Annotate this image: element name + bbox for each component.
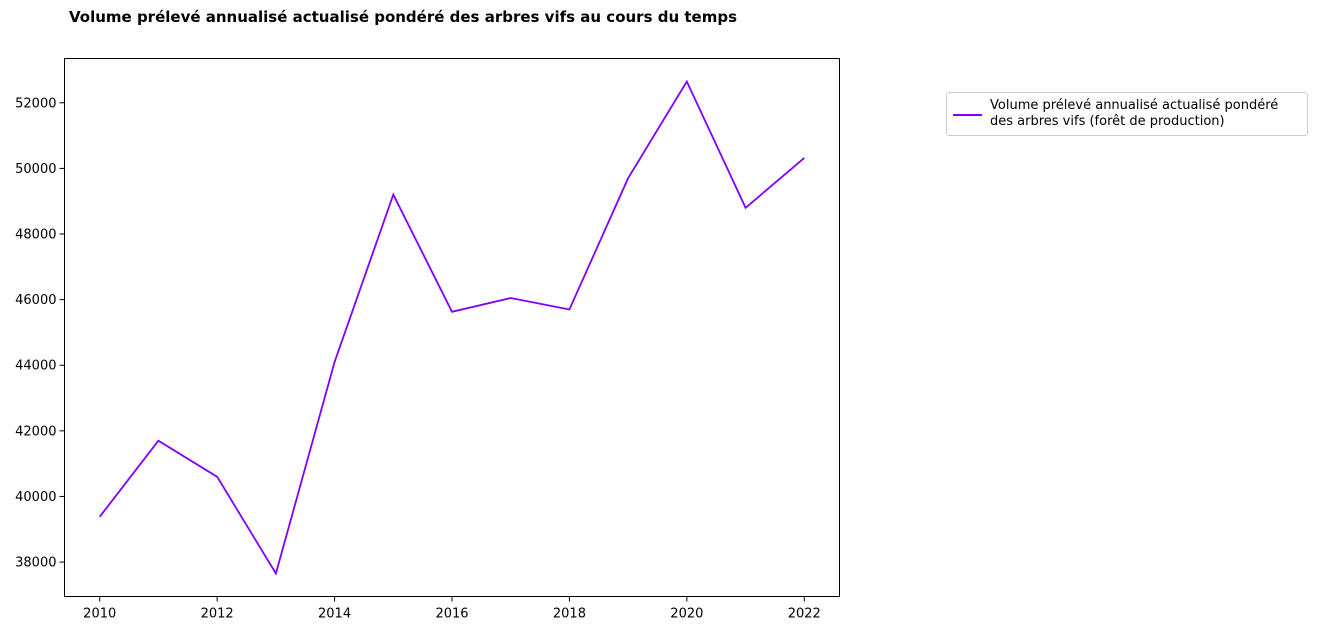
y-tick-label: 42000 bbox=[15, 424, 56, 439]
legend-swatch bbox=[953, 114, 982, 116]
legend-label: Volume prélevé annualisé actualisé pondé… bbox=[990, 98, 1300, 130]
y-tick-label: 38000 bbox=[15, 556, 56, 571]
x-tick-label: 2012 bbox=[201, 607, 234, 622]
y-axis: 38000 40000 42000 44000 46000 48000 50000 52000 bbox=[15, 96, 65, 571]
y-tick-label: 46000 bbox=[15, 293, 56, 308]
legend: Volume prélevé annualisé actualisé pondé… bbox=[946, 92, 1308, 136]
plot-area bbox=[64, 58, 840, 597]
x-tick-label: 2010 bbox=[83, 607, 116, 622]
y-tick-label: 48000 bbox=[15, 228, 56, 243]
x-tick-label: 2014 bbox=[318, 607, 351, 622]
y-tick-label: 40000 bbox=[15, 490, 56, 505]
y-tick-label: 44000 bbox=[15, 359, 56, 374]
x-tick-label: 2020 bbox=[670, 607, 703, 622]
x-axis: 2010 2012 2014 2016 2018 2020 2022 bbox=[83, 596, 821, 622]
chart-title: Volume prélevé annualisé actualisé pondé… bbox=[69, 8, 737, 26]
x-tick-label: 2022 bbox=[788, 607, 821, 622]
legend-label-line1: Volume prélevé annualisé actualisé pondé… bbox=[990, 98, 1279, 113]
series-line bbox=[98, 79, 805, 576]
x-tick-label: 2016 bbox=[435, 607, 468, 622]
x-tick-label: 2018 bbox=[553, 607, 586, 622]
legend-label-line2: des arbres vifs (forêt de production) bbox=[990, 114, 1225, 129]
y-tick-label: 50000 bbox=[15, 162, 56, 177]
y-tick-label: 52000 bbox=[15, 96, 56, 111]
